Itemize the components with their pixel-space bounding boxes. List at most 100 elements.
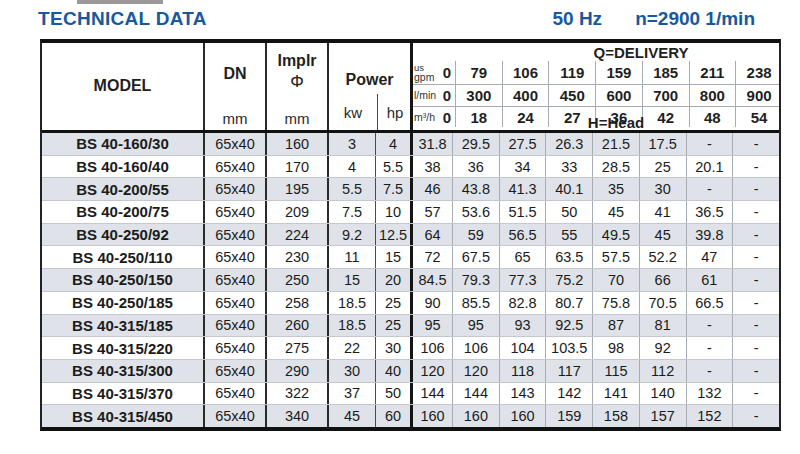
head-value-cell: -: [686, 178, 733, 200]
table-row: BS 40-250/18565x4025818.5259085.582.880.…: [42, 291, 779, 314]
head-value-cell: 117: [545, 360, 592, 382]
head-value-cell: 20.1: [686, 156, 733, 178]
impeller-unit-label: mm: [267, 110, 327, 127]
head-value-cell: 120: [452, 360, 499, 382]
head-value-cell: -: [686, 360, 733, 382]
table-row: BS 40-315/45065x403404560160160160159158…: [42, 404, 779, 427]
head-value-cell: 141: [592, 383, 639, 405]
flow-value-cell: 450: [548, 85, 595, 106]
datasheet-page: TECHNICAL DATA 50 Hz n=2900 1/min MODEL …: [0, 0, 800, 454]
head-value-cell: 98: [592, 337, 639, 359]
impeller-header-label: Implr: [267, 52, 327, 70]
dn-cell: 65x40: [203, 360, 265, 382]
impeller-cell: 224: [265, 224, 327, 246]
head-value-cell: 63.5: [545, 246, 592, 268]
head-value-cell: 21.5: [592, 133, 639, 155]
head-value-cell: 65: [499, 246, 546, 268]
head-value-cell: -: [732, 246, 779, 268]
head-value-cell: -: [732, 383, 779, 405]
table-row: BS 40-250/11065x4023011157267.56563.557.…: [42, 245, 779, 268]
head-value-cell: 31.8: [410, 133, 452, 155]
head-value-cell: 36: [452, 156, 499, 178]
flow-value-cell: 119: [548, 61, 595, 84]
hp-unit-label: hp: [377, 94, 412, 130]
table-row: BS 40-250/9265x402249.212.5645956.55549.…: [42, 223, 779, 246]
head-value-cell: 61: [686, 269, 733, 291]
impeller-cell: 170: [265, 156, 327, 178]
head-value-cell: 160: [410, 405, 452, 427]
frequency-group: 50 Hz n=2900 1/min: [552, 8, 755, 30]
dn-unit-label: mm: [205, 110, 265, 127]
head-value-cell: 77.3: [499, 269, 546, 291]
head-value-cell: 160: [499, 405, 546, 427]
head-value-cell: 45: [592, 201, 639, 223]
hp-cell: 20: [375, 269, 410, 291]
hp-cell: 50: [375, 383, 410, 405]
frequency-label: 50 Hz: [552, 8, 602, 30]
column-header-dn: DN mm: [203, 43, 265, 130]
table-row: BS 40-200/7565x402097.5105753.651.550454…: [42, 200, 779, 223]
head-value-cell: 70.5: [639, 292, 686, 314]
dn-cell: 65x40: [203, 133, 265, 155]
head-value-cell: 90: [410, 292, 452, 314]
flow-unit-label: l/min0: [413, 85, 455, 106]
hp-cell: 7.5: [375, 178, 410, 200]
head-value-cell: 64: [410, 224, 452, 246]
impeller-cell: 290: [265, 360, 327, 382]
head-value-cell: -: [732, 269, 779, 291]
head-value-cell: 81: [639, 315, 686, 337]
impeller-cell: 322: [265, 383, 327, 405]
flow-value-cell: 159: [595, 61, 642, 84]
hp-cell: 30: [375, 337, 410, 359]
head-value-cell: 45: [639, 224, 686, 246]
head-value-cell: -: [686, 315, 733, 337]
kw-cell: 15: [327, 269, 375, 291]
head-value-cell: 33: [545, 156, 592, 178]
head-value-cell: 82.8: [499, 292, 546, 314]
head-value-cell: 142: [545, 383, 592, 405]
head-value-cell: 93: [499, 315, 546, 337]
model-cell: BS 40-315/185: [42, 315, 203, 337]
dn-cell: 65x40: [203, 337, 265, 359]
head-value-cell: 152: [686, 405, 733, 427]
flow-value-cell: 106: [502, 61, 549, 84]
head-value-cell: 106: [452, 337, 499, 359]
head-value-cell: 103.5: [545, 337, 592, 359]
head-value-cell: 17.5: [639, 133, 686, 155]
flow-value-cell: 300: [455, 85, 502, 106]
head-value-cell: -: [732, 360, 779, 382]
head-value-cell: -: [732, 405, 779, 427]
page-title: TECHNICAL DATA: [38, 8, 207, 30]
model-cell: BS 40-250/110: [42, 246, 203, 268]
hp-cell: 25: [375, 315, 410, 337]
column-header-model: MODEL: [42, 43, 203, 130]
head-value-cell: 92.5: [545, 315, 592, 337]
head-value-cell: 158: [592, 405, 639, 427]
flow-value-cell: 238: [735, 61, 782, 84]
delivery-header-section: Q=DELIVERY usgpm079106119159185211238l/m…: [410, 43, 779, 130]
head-value-cell: 104: [499, 337, 546, 359]
scan-artifact: [77, 0, 163, 4]
flow-value-cell: 185: [642, 61, 689, 84]
dn-header-label: DN: [205, 65, 265, 83]
head-value-cell: 35: [592, 178, 639, 200]
flow-unit-row: l/min0300400450600700800900: [413, 85, 779, 107]
head-value-cell: 112: [639, 360, 686, 382]
model-cell: BS 40-200/55: [42, 178, 203, 200]
flow-value-cell: 600: [595, 85, 642, 106]
flow-zero-value: 0: [443, 64, 451, 81]
hp-cell: 15: [375, 246, 410, 268]
table-row: BS 40-315/37065x403223750144144143142141…: [42, 382, 779, 405]
table-row: BS 40-200/5565x401955.57.54643.841.340.1…: [42, 177, 779, 200]
kw-cell: 37: [327, 383, 375, 405]
head-value-cell: 143: [499, 383, 546, 405]
flow-unit-label: usgpm0: [413, 61, 455, 84]
head-value-cell: 157: [639, 405, 686, 427]
hp-cell: 40: [375, 360, 410, 382]
head-value-cell: 85.5: [452, 292, 499, 314]
head-value-cell: 144: [410, 383, 452, 405]
head-value-cell: 59: [452, 224, 499, 246]
model-cell: BS 40-315/220: [42, 337, 203, 359]
dn-cell: 65x40: [203, 292, 265, 314]
dn-cell: 65x40: [203, 315, 265, 337]
